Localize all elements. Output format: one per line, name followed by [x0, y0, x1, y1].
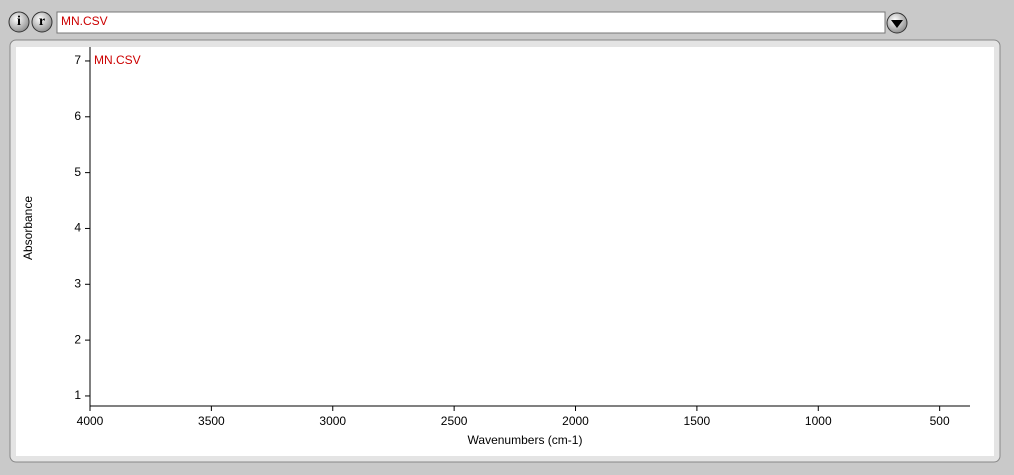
plot-panel	[16, 47, 994, 456]
x-tick-label: 2500	[441, 414, 468, 428]
x-tick-label: 2000	[562, 414, 589, 428]
x-tick-label: 4000	[77, 414, 104, 428]
dropdown-arrow	[891, 20, 903, 28]
y-tick-label: 6	[74, 109, 81, 123]
info-button[interactable]	[8, 11, 30, 33]
y-tick-label: 3	[74, 276, 81, 290]
r-button[interactable]	[31, 11, 53, 33]
y-tick-label: 5	[74, 165, 81, 179]
x-tick-label: 1500	[684, 414, 711, 428]
x-tick-label: 500	[930, 414, 950, 428]
y-tick-label: 2	[74, 332, 81, 346]
x-tick-label: 3000	[319, 414, 346, 428]
r-button-label[interactable]: r	[39, 14, 45, 29]
x-axis-label: Wavenumbers (cm-1)	[468, 433, 583, 447]
legend-entry: MN.CSV	[94, 53, 141, 67]
file-field[interactable]	[56, 11, 886, 34]
info-button-label[interactable]: i	[17, 14, 21, 29]
y-tick-label: 4	[74, 221, 81, 235]
y-tick-label: 1	[74, 388, 81, 402]
x-tick-label: 3500	[198, 414, 225, 428]
y-axis-label: Absorbance	[21, 196, 35, 260]
file-field-text: MN.CSV	[61, 14, 108, 28]
x-tick-label: 1000	[805, 414, 832, 428]
y-tick-label: 7	[74, 53, 81, 67]
